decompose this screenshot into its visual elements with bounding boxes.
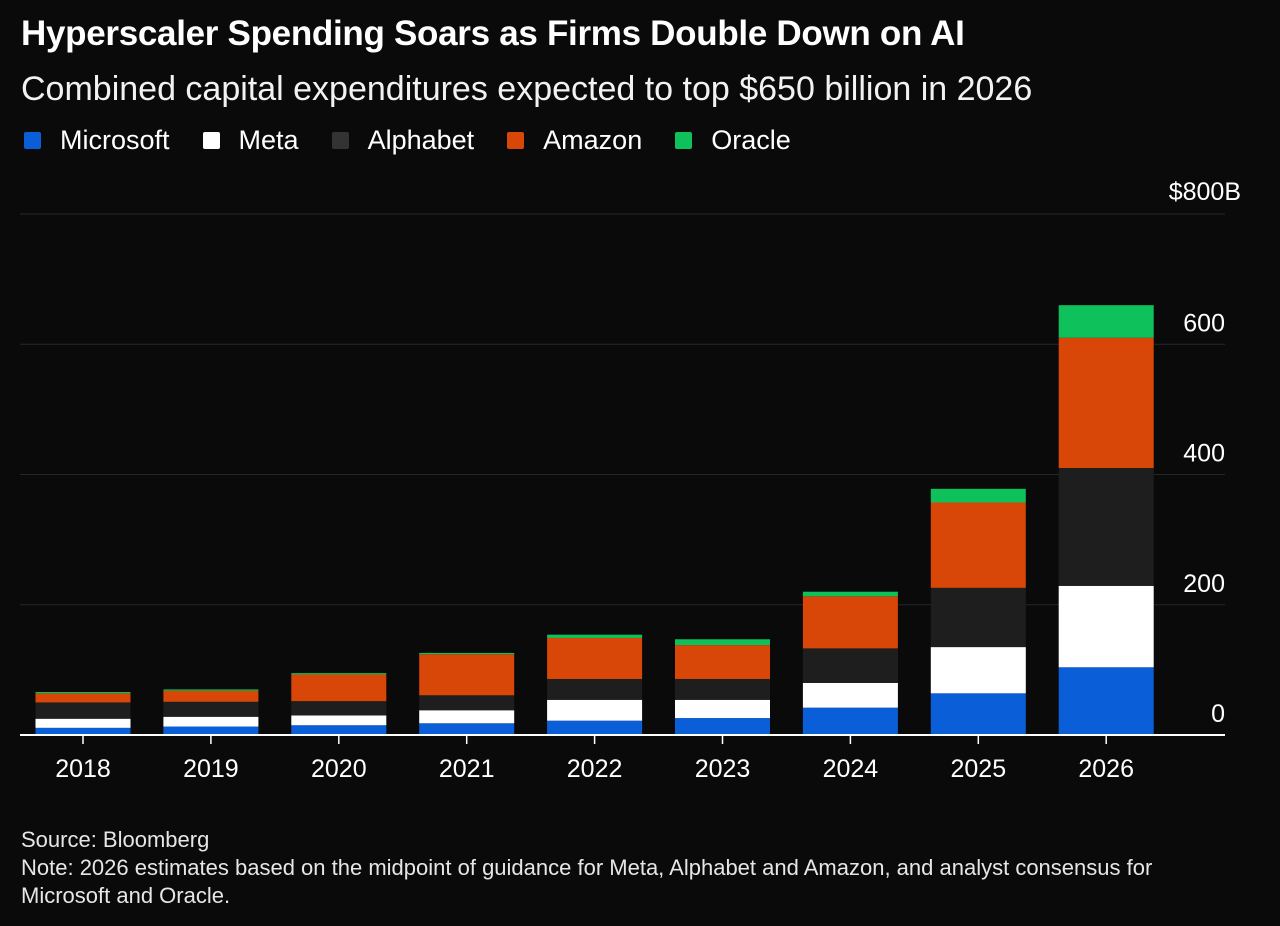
x-tick-label: 2022 <box>567 755 623 783</box>
bar-segment-oracle-2023 <box>675 639 770 646</box>
legend-swatch <box>507 132 525 149</box>
legend-swatch <box>24 132 41 149</box>
legend-item-oracle: Oracle <box>675 125 791 156</box>
bar-segment-meta-2019 <box>163 716 259 727</box>
legend-label: Microsoft <box>60 125 170 155</box>
x-tick-label: 2026 <box>1078 755 1134 783</box>
y-tick-label: 400 <box>1183 440 1225 468</box>
x-tick-label: 2025 <box>950 755 1006 783</box>
bar-segment-alphabet-2025 <box>930 587 1026 648</box>
bar-segment-alphabet-2022 <box>547 678 643 700</box>
legend-item-meta: Meta <box>202 125 299 156</box>
legend-swatch <box>331 132 349 149</box>
bar-segment-amazon-2023 <box>675 645 770 679</box>
bar-segment-oracle-2021 <box>419 652 515 655</box>
bar-segment-amazon-2024 <box>802 596 898 649</box>
legend-label: Meta <box>238 125 299 155</box>
bar-segment-alphabet-2023 <box>675 678 770 700</box>
bar-segment-amazon-2026 <box>1058 337 1154 468</box>
x-tick-label: 2018 <box>55 755 111 783</box>
y-tick-label: 200 <box>1183 570 1225 598</box>
bar-segment-alphabet-2020 <box>291 701 387 716</box>
bar-segment-amazon-2020 <box>291 674 387 702</box>
bar-segment-oracle-2025 <box>930 488 1026 503</box>
x-tick-label: 2019 <box>183 755 239 783</box>
y-tick-label: 0 <box>1211 700 1225 728</box>
legend-item-amazon: Amazon <box>507 125 642 156</box>
bar-segment-alphabet-2021 <box>419 695 515 711</box>
bar-segment-oracle-2020 <box>291 673 387 675</box>
bar-segment-microsoft-2023 <box>675 718 770 735</box>
bar-segment-microsoft-2026 <box>1058 667 1154 735</box>
source-text: Source: Bloomberg <box>21 827 210 852</box>
bar-segment-microsoft-2024 <box>802 707 898 735</box>
bar-segment-oracle-2022 <box>547 634 643 638</box>
bar-segment-microsoft-2018 <box>35 727 131 735</box>
footer: Source: Bloomberg Note: 2026 estimates b… <box>21 826 1161 910</box>
legend-item-alphabet: Alphabet <box>331 125 475 156</box>
bar-segment-meta-2020 <box>291 715 387 726</box>
bar-segment-meta-2023 <box>675 699 770 719</box>
bar-segment-amazon-2021 <box>419 654 515 696</box>
bar-segment-amazon-2025 <box>930 502 1026 588</box>
bar-segment-amazon-2019 <box>163 690 259 702</box>
chart-subtitle: Combined capital expenditures expected t… <box>21 70 1033 108</box>
legend-label: Oracle <box>711 125 791 155</box>
x-tick-label: 2023 <box>695 755 751 783</box>
note-text: Note: 2026 estimates based on the midpoi… <box>21 855 1153 908</box>
bar-segment-microsoft-2020 <box>291 725 387 735</box>
bar-segment-oracle-2024 <box>802 591 898 597</box>
legend-label: Amazon <box>543 125 643 155</box>
bar-segment-amazon-2018 <box>35 693 131 703</box>
bar-segment-amazon-2022 <box>547 637 643 679</box>
legend-label: Alphabet <box>367 125 475 155</box>
bar-segment-meta-2024 <box>802 682 898 708</box>
bar-segment-meta-2021 <box>419 710 515 724</box>
x-tick-label: 2020 <box>311 755 367 783</box>
bar-segment-oracle-2026 <box>1058 305 1154 338</box>
bar-segment-meta-2022 <box>547 699 643 721</box>
bar-segment-oracle-2018 <box>35 692 131 694</box>
legend-swatch <box>675 132 693 149</box>
bar-segment-microsoft-2025 <box>930 693 1026 735</box>
bar-segment-meta-2025 <box>930 647 1026 694</box>
y-tick-label: 600 <box>1183 309 1225 337</box>
bar-segment-alphabet-2024 <box>802 648 898 683</box>
bar-segment-alphabet-2019 <box>163 701 259 717</box>
bar-segment-microsoft-2021 <box>419 723 515 735</box>
bar-segment-meta-2018 <box>35 718 131 728</box>
bar-segment-microsoft-2019 <box>163 726 259 735</box>
chart-title: Hyperscaler Spending Soars as Firms Doub… <box>21 14 965 53</box>
bar-segment-microsoft-2022 <box>547 720 643 735</box>
legend-item-microsoft: Microsoft <box>24 125 170 156</box>
legend: Microsoft Meta Alphabet Amazon Oracle <box>24 125 824 156</box>
bar-segment-alphabet-2018 <box>35 702 131 719</box>
x-tick-label: 2024 <box>823 755 879 783</box>
y-tick-label: $800B <box>1169 178 1241 206</box>
bar-segment-oracle-2019 <box>163 689 259 691</box>
bar-segment-meta-2026 <box>1058 585 1154 668</box>
legend-swatch <box>202 132 220 149</box>
bar-segment-alphabet-2026 <box>1058 467 1154 586</box>
x-tick-label: 2021 <box>439 755 495 783</box>
